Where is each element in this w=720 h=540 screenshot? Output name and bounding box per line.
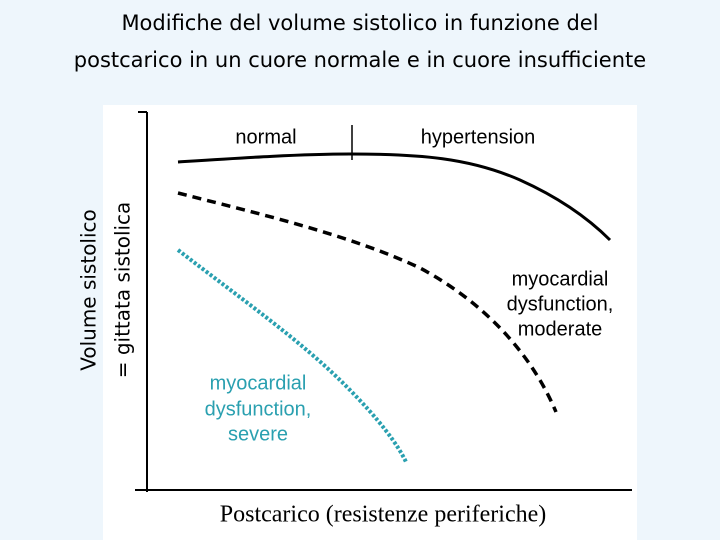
x-label-box	[155, 498, 611, 534]
curve-label: severe	[228, 423, 288, 445]
curve-label: normal	[235, 126, 296, 148]
curve-label: myocardial	[512, 268, 609, 290]
curve-label: myocardial	[210, 372, 307, 394]
y-label: Volume sistolico	[77, 209, 101, 371]
title-line: Modifiche del volume sistolico in funzio…	[121, 11, 598, 35]
y-label: = gittata sistolica	[111, 202, 135, 379]
curve-normal	[177, 152, 612, 242]
curve-label: dysfunction,	[507, 293, 614, 315]
x-label: Postcarico (resistenze periferiche)	[220, 502, 547, 528]
plot-area	[103, 105, 637, 540]
title-line: postcarico in un cuore normale e in cuor…	[74, 48, 646, 72]
curve-label: moderate	[518, 318, 603, 340]
curve-severe	[176, 248, 408, 463]
curve-moderate	[177, 191, 558, 413]
curve-label: hypertension	[421, 126, 536, 148]
curve-label: dysfunction,	[205, 398, 312, 420]
